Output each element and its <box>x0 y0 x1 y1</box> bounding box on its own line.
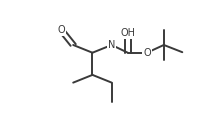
Text: N: N <box>108 40 115 50</box>
Text: O: O <box>57 25 65 35</box>
Text: OH: OH <box>120 28 135 38</box>
Text: O: O <box>143 48 150 58</box>
